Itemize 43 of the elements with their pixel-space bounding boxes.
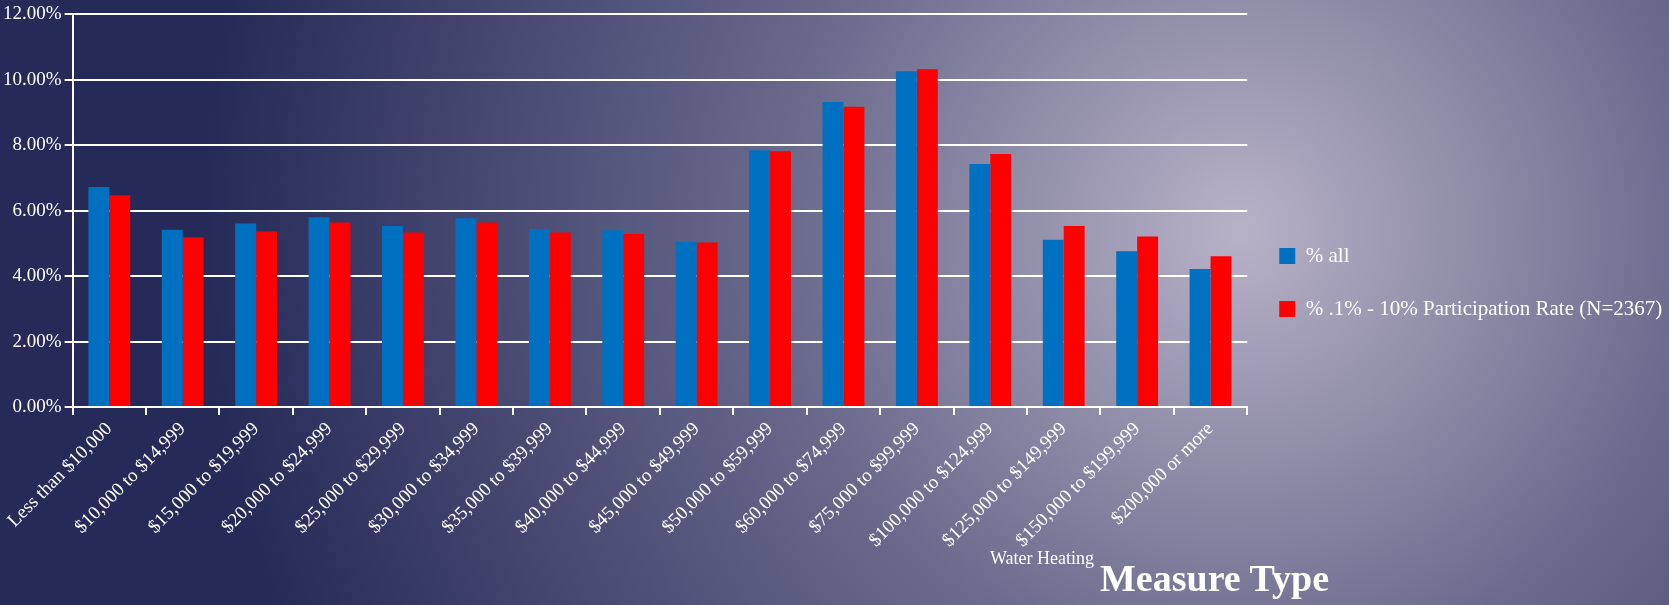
bar (696, 242, 718, 406)
bar (1210, 256, 1232, 406)
bar (549, 232, 571, 406)
bar (675, 241, 697, 406)
bar (235, 223, 257, 406)
bar (602, 230, 624, 406)
y-tick-label: 12.00% (3, 2, 62, 24)
bar (308, 217, 330, 406)
bar (329, 222, 351, 406)
bar (1042, 239, 1064, 406)
bar (749, 150, 771, 406)
legend-label: % .1% - 10% Participation Rate (N=2367) (1305, 295, 1663, 320)
y-tick-label: 4.00% (12, 264, 62, 286)
bar (916, 69, 938, 406)
bar (88, 187, 110, 406)
y-tick-label: 0.00% (12, 394, 62, 416)
bar (822, 102, 844, 406)
bar (528, 228, 550, 406)
y-tick-label: 10.00% (3, 67, 62, 89)
bar (1137, 236, 1159, 406)
bar (969, 163, 991, 406)
legend-label: % all (1305, 242, 1350, 267)
bar (623, 233, 645, 406)
bar (895, 71, 917, 406)
y-tick-label: 2.00% (12, 329, 62, 351)
bar (1116, 251, 1138, 406)
bar (109, 195, 131, 406)
y-tick-label: 6.00% (12, 198, 62, 220)
bar (476, 222, 498, 406)
text: Water Heating (990, 548, 1095, 569)
bar (1063, 226, 1085, 406)
bar (256, 231, 278, 406)
bar (161, 229, 183, 406)
text: Measure Type (1100, 556, 1330, 600)
bar (402, 232, 424, 406)
y-tick-label: 8.00% (12, 133, 62, 155)
bar (182, 237, 204, 406)
bar (382, 226, 403, 406)
bar (1189, 268, 1211, 406)
bar (455, 218, 477, 406)
bar (770, 151, 791, 406)
bar (990, 154, 1012, 406)
bar (843, 106, 865, 406)
